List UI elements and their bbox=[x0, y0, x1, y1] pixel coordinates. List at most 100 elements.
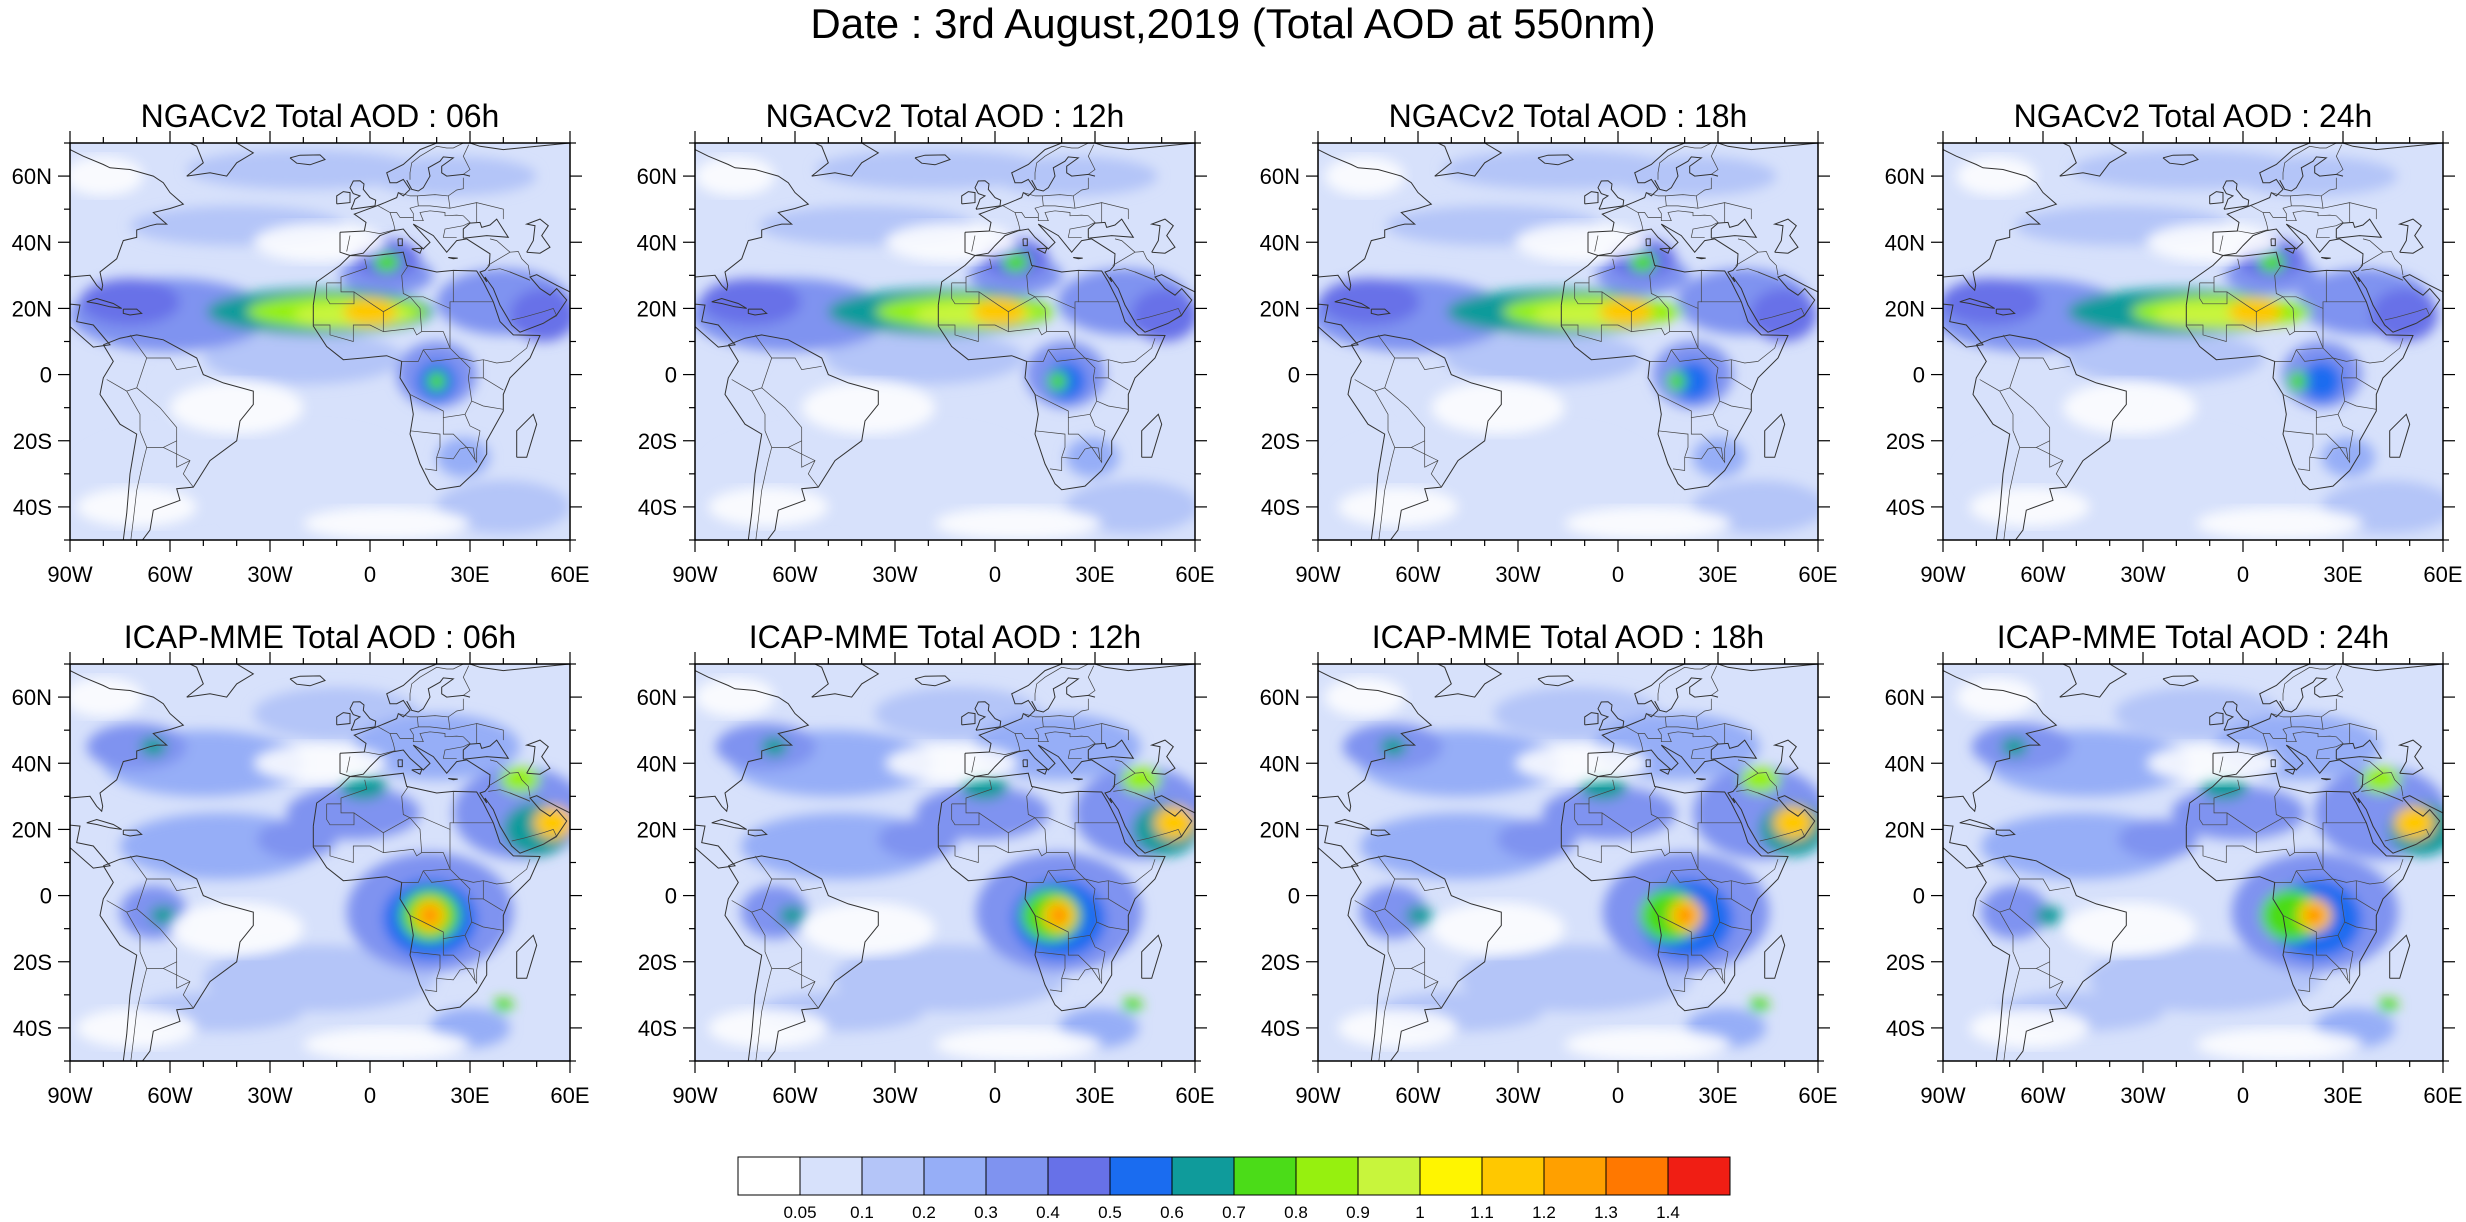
aod-blob bbox=[1052, 907, 1066, 924]
coastlines bbox=[70, 143, 570, 540]
lat-tick-label: 40N bbox=[637, 751, 677, 776]
lon-tick-label: 30E bbox=[1698, 562, 1737, 587]
aod-blob bbox=[1443, 331, 1644, 385]
aod-blob bbox=[1131, 288, 1195, 342]
colorbar-swatch bbox=[861, 1156, 925, 1196]
country-borders bbox=[731, 664, 1183, 1061]
clean-air-patch bbox=[2063, 381, 2197, 435]
map-panel-1: NGACv2 Total AOD : 06h 90W 60W 30W 0 30E 60E 60… bbox=[12, 98, 590, 587]
aod-blob bbox=[1121, 766, 1161, 793]
clean-air-patch bbox=[70, 156, 144, 196]
lat-tick-label: 40S bbox=[13, 495, 52, 520]
colorbar-level-label: 0.1 bbox=[850, 1203, 874, 1222]
lat-tick-label: 40S bbox=[1886, 495, 1925, 520]
country-borders bbox=[106, 664, 558, 1061]
aod-blob bbox=[426, 371, 447, 392]
lat-tick-label: 60N bbox=[637, 164, 677, 189]
colorbar-level-label: 0.9 bbox=[1346, 1203, 1370, 1222]
country-borders bbox=[106, 143, 558, 540]
lon-tick-label: 60W bbox=[147, 1083, 192, 1108]
aod-field bbox=[695, 664, 1195, 1061]
aod-blob bbox=[1773, 806, 1814, 840]
clean-air-patch bbox=[2063, 902, 2197, 956]
clean-air-patch bbox=[1338, 487, 1458, 527]
lon-tick-label: 90W bbox=[1920, 562, 1965, 587]
colorbar-swatch bbox=[1109, 1156, 1173, 1196]
aod-blob bbox=[1629, 252, 1656, 272]
aod-blob bbox=[2361, 766, 2401, 793]
aod-blob bbox=[877, 819, 958, 860]
lat-tick-label: 20N bbox=[1260, 817, 1300, 842]
lon-tick-label: 30E bbox=[1698, 1083, 1737, 1108]
aod-blob bbox=[2171, 786, 2305, 840]
country-borders bbox=[1979, 664, 2431, 1061]
aod-blob bbox=[1122, 998, 1143, 1012]
colorbar-level-label: 0.8 bbox=[1284, 1203, 1308, 1222]
colorbar-swatch bbox=[1667, 1156, 1731, 1196]
lon-tick-label: 30W bbox=[1495, 562, 1540, 587]
lon-tick-label: 0 bbox=[2237, 1083, 2249, 1108]
lon-tick-label: 60W bbox=[2020, 1083, 2065, 1108]
clean-air-patch bbox=[885, 743, 1019, 784]
aod-blob bbox=[423, 907, 437, 924]
aod-blob bbox=[436, 437, 490, 478]
aod-blob bbox=[701, 278, 801, 325]
lon-tick-label: 90W bbox=[1295, 1083, 1340, 1108]
aod-blob bbox=[186, 149, 420, 190]
aod-blob bbox=[203, 331, 404, 385]
lat-tick-label: 40S bbox=[1261, 1016, 1300, 1041]
aod-blob bbox=[373, 252, 401, 272]
aod-blob bbox=[2258, 252, 2285, 272]
lat-tick-label: 20N bbox=[637, 817, 677, 842]
aod-blob bbox=[1679, 907, 1693, 924]
map-panel-3: NGACv2 Total AOD : 18h 90W 60W 30W 0 30E 60E 60… bbox=[1260, 98, 1838, 587]
lat-tick-label: 0 bbox=[1288, 884, 1300, 909]
colorbar-level-label: 0.7 bbox=[1222, 1203, 1246, 1222]
clean-air-patch bbox=[935, 1027, 1102, 1061]
lon-tick-label: 60E bbox=[1175, 1083, 1214, 1108]
aod-blob bbox=[1750, 288, 1817, 342]
aod-field bbox=[1318, 143, 1818, 540]
clean-air-patch bbox=[1564, 1027, 1732, 1061]
lat-tick-label: 0 bbox=[40, 884, 52, 909]
lat-tick-label: 20N bbox=[1260, 296, 1300, 321]
lon-tick-label: 0 bbox=[364, 562, 376, 587]
lat-tick-label: 40N bbox=[1885, 751, 1925, 776]
lon-tick-label: 0 bbox=[364, 1083, 376, 1108]
lat-tick-label: 40N bbox=[637, 230, 677, 255]
lon-tick-label: 60W bbox=[1395, 1083, 1440, 1108]
lon-tick-label: 30W bbox=[247, 1083, 292, 1108]
country-borders bbox=[1354, 664, 1806, 1061]
colorbar-level-label: 0.3 bbox=[974, 1203, 998, 1222]
aod-blob bbox=[1740, 766, 1780, 793]
map-panel-7: ICAP-MME Total AOD : 18h 90W 60W 30W 0 30E 60E… bbox=[1260, 619, 1838, 1108]
clean-air-patch bbox=[1564, 506, 1732, 540]
aod-blob bbox=[1496, 819, 1577, 860]
lat-tick-label: 0 bbox=[1288, 363, 1300, 388]
aod-blob bbox=[2308, 907, 2322, 924]
aod-field bbox=[1943, 143, 2443, 540]
aod-blob bbox=[1692, 437, 1747, 478]
lon-tick-label: 60E bbox=[550, 562, 589, 587]
lon-tick-label: 90W bbox=[47, 1083, 92, 1108]
panel-title: ICAP-MME Total AOD : 06h bbox=[124, 619, 516, 655]
panel-title: ICAP-MME Total AOD : 12h bbox=[749, 619, 1141, 655]
lat-tick-label: 40S bbox=[638, 1016, 677, 1041]
aod-blob bbox=[824, 331, 1025, 385]
aod-blob bbox=[2321, 437, 2375, 478]
lon-tick-label: 60W bbox=[2020, 562, 2065, 587]
lon-tick-label: 60E bbox=[550, 1083, 589, 1108]
clean-air-patch bbox=[695, 156, 775, 196]
panel-title: NGACv2 Total AOD : 12h bbox=[766, 98, 1125, 134]
clean-air-patch bbox=[303, 506, 470, 540]
colorbar-swatch bbox=[737, 1156, 801, 1196]
lat-tick-label: 60N bbox=[1885, 685, 1925, 710]
lat-tick-label: 60N bbox=[12, 164, 52, 189]
lon-tick-label: 30W bbox=[1495, 1083, 1540, 1108]
coastlines bbox=[1318, 143, 1818, 540]
lat-tick-label: 20S bbox=[1886, 429, 1925, 454]
aod-blob bbox=[1360, 885, 1427, 939]
clean-air-patch bbox=[801, 902, 935, 956]
aod-field bbox=[695, 143, 1195, 540]
lat-tick-label: 40S bbox=[638, 495, 677, 520]
